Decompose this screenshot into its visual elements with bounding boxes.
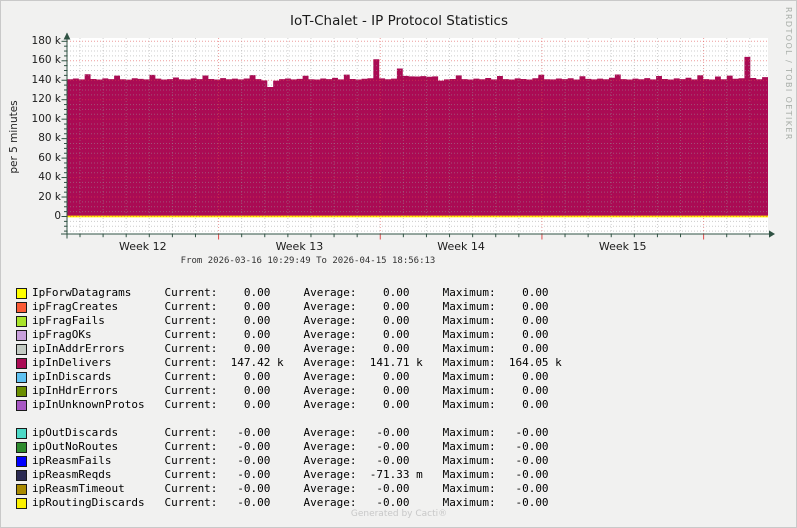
- legend-row-text: ipInHdrErrors Current: 0.00 Average: 0.0…: [32, 384, 562, 397]
- legend-color-swatch: [16, 427, 27, 439]
- legend-row-text: ipRoutingDiscards Current: -0.00 Average…: [32, 496, 562, 509]
- legend-color-swatch: [16, 357, 27, 369]
- legend-row-text: ipReasmReqds Current: -0.00 Average: -71…: [32, 468, 562, 481]
- legend-color-swatch: [16, 469, 27, 481]
- legend-color-swatch: [16, 497, 27, 509]
- legend-row-text: ipReasmFails Current: -0.00 Average: -0.…: [32, 454, 562, 467]
- legend-row-text: ipOutDiscards Current: -0.00 Average: -0…: [32, 426, 562, 439]
- x-tick-label: Week 13: [275, 239, 324, 253]
- x-tick-label: Week 14: [437, 239, 485, 253]
- legend-row-text: ipFragOKs Current: 0.00 Average: 0.00 Ma…: [32, 328, 562, 341]
- legend-row: ipOutDiscards Current: -0.00 Average: -0…: [16, 426, 562, 440]
- y-tick-label: 180 k: [31, 34, 61, 47]
- legend-row: ipInDelivers Current: 147.42 k Average: …: [16, 356, 562, 370]
- rrdtool-watermark: RRDTOOL / TOBI OETIKER: [784, 7, 793, 141]
- y-tick-label: 120 k: [31, 93, 61, 106]
- y-tick-label: 20 k: [38, 190, 61, 203]
- legend-group-inbound: IpForwDatagrams Current: 0.00 Average: 0…: [16, 286, 562, 412]
- legend-color-swatch: [16, 399, 27, 411]
- legend-group-outbound: ipOutDiscards Current: -0.00 Average: -0…: [16, 426, 562, 510]
- legend-row: ipInAddrErrors Current: 0.00 Average: 0.…: [16, 342, 562, 356]
- cacti-footer: Generated by Cacti®: [350, 509, 448, 519]
- legend-color-swatch: [16, 329, 27, 341]
- legend-row: ipInHdrErrors Current: 0.00 Average: 0.0…: [16, 384, 562, 398]
- legend-color-swatch: [16, 385, 27, 397]
- legend-color-swatch: [16, 343, 27, 355]
- legend-row-text: ipReasmTimeout Current: -0.00 Average: -…: [32, 482, 562, 495]
- legend-row-text: ipInDelivers Current: 147.42 k Average: …: [32, 356, 562, 369]
- y-tick-label: 140 k: [31, 73, 61, 86]
- graph-title: IoT-Chalet - IP Protocol Statistics: [290, 13, 508, 29]
- y-tick-label: 160 k: [31, 54, 61, 67]
- x-tick-label: Week 12: [118, 239, 167, 253]
- legend-row: ipRoutingDiscards Current: -0.00 Average…: [16, 496, 562, 510]
- legend-color-swatch: [16, 441, 27, 453]
- time-range-label: From 2026-03-16 10:29:49 To 2026-04-15 1…: [180, 256, 436, 266]
- legend-row: IpForwDatagrams Current: 0.00 Average: 0…: [16, 286, 562, 300]
- y-tick-label: 60 k: [38, 151, 61, 164]
- legend-row-text: ipInAddrErrors Current: 0.00 Average: 0.…: [32, 342, 562, 355]
- y-tick-label: 80 k: [38, 132, 61, 145]
- y-tick-label: 40 k: [38, 171, 61, 184]
- legend-row-text: ipInUnknownProtos Current: 0.00 Average:…: [32, 398, 562, 411]
- legend-row-text: ipFragCreates Current: 0.00 Average: 0.0…: [32, 300, 562, 313]
- x-axis-arrow-icon: [769, 230, 775, 238]
- legend-row-text: ipInDiscards Current: 0.00 Average: 0.00…: [32, 370, 562, 383]
- legend-color-swatch: [16, 483, 27, 495]
- legend-color-swatch: [16, 455, 27, 467]
- y-tick-label: 0: [54, 210, 61, 222]
- legend-row: ipReasmFails Current: -0.00 Average: -0.…: [16, 454, 562, 468]
- legend-row: ipOutNoRoutes Current: -0.00 Average: -0…: [16, 440, 562, 454]
- legend-color-swatch: [16, 287, 27, 299]
- legend-color-swatch: [16, 301, 27, 313]
- x-tick-label: Week 15: [598, 239, 647, 253]
- legend-row: ipInDiscards Current: 0.00 Average: 0.00…: [16, 370, 562, 384]
- y-axis-arrow-icon: [63, 32, 71, 40]
- series-area-ipInDelivers: [67, 56, 768, 217]
- legend-row-text: ipOutNoRoutes Current: -0.00 Average: -0…: [32, 440, 562, 453]
- legend-row: ipFragOKs Current: 0.00 Average: 0.00 Ma…: [16, 328, 562, 342]
- y-tick-label: 100 k: [31, 112, 61, 125]
- legend-color-swatch: [16, 371, 27, 383]
- legend-row: ipReasmTimeout Current: -0.00 Average: -…: [16, 482, 562, 496]
- legend-row-text: IpForwDatagrams Current: 0.00 Average: 0…: [32, 286, 562, 299]
- legend-row: ipReasmReqds Current: -0.00 Average: -71…: [16, 468, 562, 482]
- legend-row: ipInUnknownProtos Current: 0.00 Average:…: [16, 398, 562, 412]
- legend-row-text: ipFragFails Current: 0.00 Average: 0.00 …: [32, 314, 562, 327]
- legend-row: ipFragCreates Current: 0.00 Average: 0.0…: [16, 300, 562, 314]
- legend-color-swatch: [16, 315, 27, 327]
- legend-row: ipFragFails Current: 0.00 Average: 0.00 …: [16, 314, 562, 328]
